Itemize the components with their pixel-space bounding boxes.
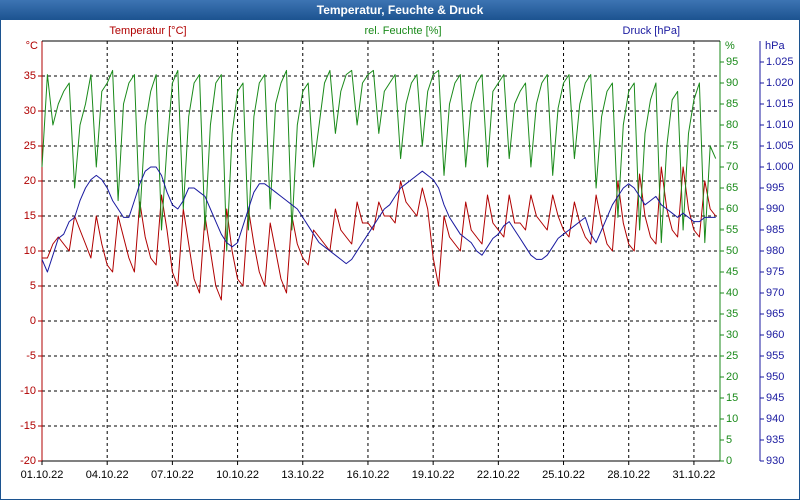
y3-axis-unit: hPa [765, 40, 785, 52]
chart-title: Temperatur, Feuchte & Druck [317, 3, 484, 17]
x-tick-label: 28.10.22 [607, 469, 650, 481]
y2-tick-label: 85 [726, 98, 738, 110]
x-tick-label: 04.10.22 [86, 469, 129, 481]
y-tick-label: 15 [24, 210, 36, 222]
x-tick-label: 19.10.22 [412, 469, 455, 481]
y-tick-label: -10 [20, 385, 36, 397]
y-tick-label: 30 [24, 105, 36, 117]
y3-tick-label: 970 [766, 287, 784, 299]
y2-tick-label: 70 [726, 161, 738, 173]
y3-tick-label: 975 [766, 266, 784, 278]
y2-tick-label: 5 [726, 434, 732, 446]
y-tick-label: 5 [30, 280, 36, 292]
y2-tick-label: 35 [726, 308, 738, 320]
y3-tick-label: 930 [766, 455, 784, 467]
y2-tick-label: 30 [726, 329, 738, 341]
y3-tick-label: 940 [766, 413, 784, 425]
y2-tick-label: 90 [726, 77, 738, 89]
y3-tick-label: 960 [766, 329, 784, 341]
y2-tick-label: 15 [726, 392, 738, 404]
y-tick-label: -5 [26, 350, 36, 362]
y2-tick-label: 50 [726, 245, 738, 257]
x-tick-label: 01.10.22 [21, 469, 64, 481]
legend-label: rel. Feuchte [%] [364, 25, 441, 37]
x-tick-label: 10.10.22 [216, 469, 259, 481]
y3-tick-label: 935 [766, 434, 784, 446]
title-bar [0, 0, 800, 20]
y-tick-label: 10 [24, 245, 36, 257]
y3-tick-label: 1.000 [766, 161, 794, 173]
series-line [41, 69, 717, 252]
y2-tick-label: 10 [726, 413, 738, 425]
x-tick-label: 16.10.22 [347, 469, 390, 481]
y2-tick-label: 65 [726, 182, 738, 194]
y3-tick-label: 950 [766, 371, 784, 383]
y2-tick-label: 75 [726, 140, 738, 152]
x-tick-label: 25.10.22 [542, 469, 585, 481]
y3-tick-label: 1.015 [766, 98, 794, 110]
y-tick-label: 25 [24, 140, 36, 152]
y3-tick-label: 965 [766, 308, 784, 320]
series-line [42, 166, 717, 301]
y3-tick-label: 945 [766, 392, 784, 404]
x-tick-label: 07.10.22 [151, 469, 194, 481]
y3-tick-label: 1.005 [766, 140, 794, 152]
y-tick-label: 20 [24, 175, 36, 187]
y2-tick-label: 55 [726, 224, 738, 236]
y-tick-label: -15 [20, 420, 36, 432]
y3-tick-label: 990 [766, 203, 784, 215]
y2-axis-unit: % [725, 40, 735, 52]
x-tick-label: 31.10.22 [673, 469, 716, 481]
x-tick-label: 13.10.22 [281, 469, 324, 481]
y2-tick-label: 95 [726, 56, 738, 68]
y-axis-unit: °C [26, 40, 38, 52]
y3-tick-label: 1.020 [766, 77, 794, 89]
y3-tick-label: 955 [766, 350, 784, 362]
y-tick-label: 0 [30, 315, 36, 327]
legend-label: Temperatur [°C] [109, 25, 186, 37]
x-tick-label: 22.10.22 [477, 469, 520, 481]
y3-tick-label: 1.025 [766, 56, 794, 68]
y2-tick-label: 0 [726, 455, 732, 467]
y2-tick-label: 40 [726, 287, 738, 299]
y-tick-label: -20 [20, 455, 36, 467]
y3-tick-label: 995 [766, 182, 784, 194]
y2-tick-label: 20 [726, 371, 738, 383]
y2-tick-label: 25 [726, 350, 738, 362]
legend-label: Druck [hPa] [623, 25, 680, 37]
y2-tick-label: 60 [726, 203, 738, 215]
y3-tick-label: 1.010 [766, 119, 794, 131]
y3-tick-label: 980 [766, 245, 784, 257]
y2-tick-label: 45 [726, 266, 738, 278]
y-tick-label: 35 [24, 70, 36, 82]
y2-tick-label: 80 [726, 119, 738, 131]
series-line [41, 166, 716, 273]
y3-tick-label: 985 [766, 224, 784, 236]
